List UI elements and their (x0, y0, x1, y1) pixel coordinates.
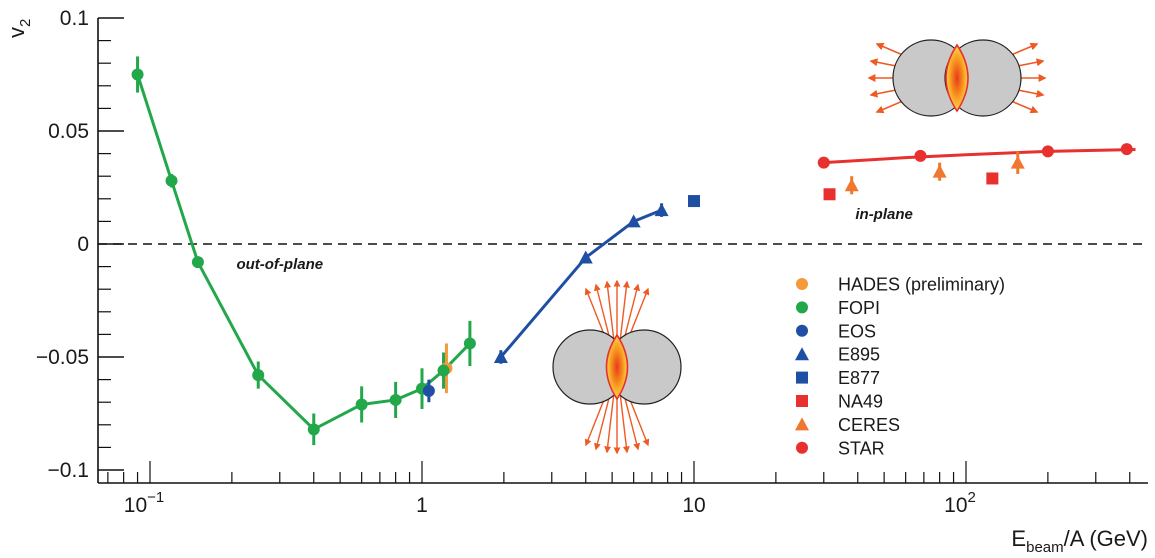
y-tick-label: 0.1 (60, 7, 89, 30)
fopi-point (165, 174, 178, 187)
legend-label: EOS (838, 321, 876, 341)
y-tick-labels: −0.1 −0.05 0 0.05 0.1 (36, 7, 89, 482)
fopi-point (252, 369, 265, 382)
e877-point (688, 195, 700, 208)
legend-marker (796, 371, 808, 384)
fopi-point (131, 68, 144, 81)
e895-point (578, 250, 593, 264)
y-tick-label: 0 (77, 233, 89, 256)
legend-marker (795, 347, 809, 361)
legend-marker (796, 301, 808, 314)
legend-label: FOPI (838, 298, 880, 318)
legend: HADES (preliminary) FOPI EOS E895 E877 NA49 CE… (795, 275, 1005, 458)
e895-point (493, 350, 508, 363)
fopi-point (191, 256, 204, 269)
x-tick-label: 10 (682, 494, 705, 517)
fopi-line (136, 74, 471, 432)
x-tick-label: 10−1 (124, 489, 164, 517)
star-point (817, 156, 830, 169)
fopi-point (389, 393, 402, 406)
x-axis-title: Ebeam/A (GeV) (1011, 526, 1148, 556)
legend-marker (796, 324, 808, 337)
legend-label: HADES (preliminary) (838, 275, 1005, 295)
legend-marker (796, 441, 808, 454)
eos-point (422, 384, 435, 397)
e895-line (499, 208, 663, 358)
region-annotation: in-plane (855, 206, 913, 223)
star-point (914, 149, 927, 162)
star-fit-line (823, 148, 1136, 165)
y-tick-label: −0.05 (36, 346, 89, 369)
x-tick-label: 1 (416, 494, 428, 517)
star-point (1041, 145, 1054, 158)
e895-point (654, 203, 669, 217)
data-points (131, 68, 1133, 436)
fopi-point (307, 423, 320, 436)
legend-marker (796, 278, 808, 290)
x-tick-labels: 10−1 1 10 102 (124, 489, 976, 517)
fopi-point (463, 337, 476, 350)
in-plane-collision-icon (867, 39, 1047, 117)
ceres-point (1010, 155, 1025, 169)
ceres-point (932, 164, 947, 178)
legend-label: E877 (838, 368, 880, 388)
legend-marker (795, 417, 809, 431)
e895-point (626, 214, 641, 228)
star-point (1120, 143, 1133, 156)
axis-ticks (98, 17, 1131, 483)
legend-label: STAR (838, 438, 885, 458)
legend-label: E895 (838, 345, 880, 365)
y-axis-title: v2 (4, 19, 34, 38)
fopi-point (437, 364, 450, 377)
series-lines (136, 74, 1136, 432)
na49-point (823, 188, 836, 201)
fopi-point (355, 398, 368, 411)
legend-marker (796, 395, 808, 407)
x-tick-label: 102 (944, 489, 976, 517)
annotations: out-of-plane in-plane (236, 206, 912, 273)
na49-point (986, 172, 999, 185)
out-of-plane-collision-icon (552, 279, 682, 455)
y-tick-label: 0.05 (48, 120, 89, 143)
y-tick-label: −0.1 (48, 459, 89, 482)
region-annotation: out-of-plane (236, 256, 323, 273)
legend-label: NA49 (838, 392, 883, 412)
ceres-point (844, 178, 859, 192)
legend-label: CERES (838, 415, 900, 435)
